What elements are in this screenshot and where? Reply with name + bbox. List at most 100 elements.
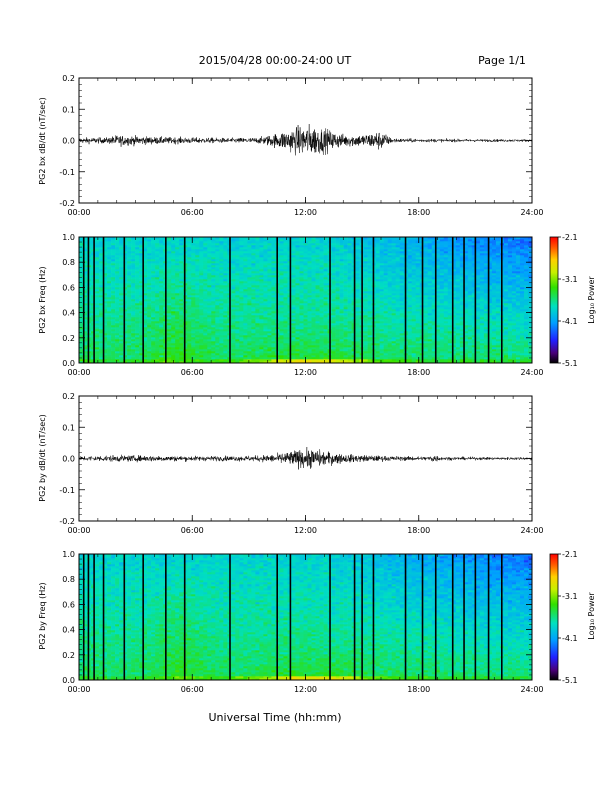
- ylabel-bx-spectrogram: PG2 bx Freq (Hz): [38, 266, 47, 333]
- spectrogram-cell: [251, 325, 255, 327]
- spectrogram-cell: [207, 297, 211, 299]
- spectrogram-cell: [348, 265, 352, 267]
- spectrogram-cell: [111, 329, 115, 331]
- spectrogram-cell: [243, 327, 247, 329]
- spectrogram-cell: [111, 275, 115, 277]
- spectrogram-cell: [195, 345, 199, 347]
- spectrogram-cell: [336, 353, 340, 355]
- spectrogram-cell: [135, 259, 139, 261]
- spectrogram-cell: [271, 343, 275, 345]
- spectrogram-cell: [151, 239, 155, 241]
- spectrogram-cell: [304, 307, 308, 309]
- spectrogram-cell: [215, 335, 219, 337]
- spectrogram-cell: [135, 349, 139, 351]
- spectrogram-cell: [267, 343, 271, 345]
- spectrogram-cell: [243, 249, 247, 251]
- spectrogram-cell: [251, 359, 255, 361]
- spectrogram-cell: [235, 307, 239, 309]
- spectrogram-cell: [107, 279, 111, 281]
- spectrogram-cell: [171, 303, 175, 305]
- spectrogram-cell: [251, 273, 255, 275]
- spectrogram-cell: [147, 327, 151, 329]
- spectrogram-cell: [283, 345, 287, 347]
- spectrogram-cell: [131, 241, 135, 243]
- spectrogram-cell: [332, 281, 336, 283]
- spectrogram-cell: [364, 241, 368, 243]
- spectrogram-cell: [255, 275, 259, 277]
- spectrogram-cell: [203, 325, 207, 327]
- spectrogram-cell: [219, 353, 223, 355]
- spectrogram-cell: [336, 289, 340, 291]
- spectrogram-cell: [171, 355, 175, 357]
- spectrogram-cell: [207, 277, 211, 279]
- spectrogram-cell: [344, 297, 348, 299]
- spectrogram-cell: [203, 333, 207, 335]
- spectrogram-cell: [340, 345, 344, 347]
- spectrogram-cell: [95, 335, 99, 337]
- spectrogram-cell: [320, 359, 324, 361]
- spectrogram-cell: [283, 277, 287, 279]
- spectrogram-cell: [175, 329, 179, 331]
- spectrogram-cell: [267, 351, 271, 353]
- spectrogram-cell: [155, 259, 159, 261]
- spectrogram-cell: [376, 243, 380, 245]
- spectrogram-cell: [384, 299, 388, 301]
- spectrogram-cell: [215, 345, 219, 347]
- spectrogram-cell: [348, 261, 352, 263]
- spectrogram-cell: [223, 349, 227, 351]
- spectrogram-cell: [159, 301, 163, 303]
- spectrogram-cell: [223, 277, 227, 279]
- spectrogram-cell: [131, 309, 135, 311]
- spectrogram-cell: [187, 301, 191, 303]
- spectrogram-cell: [79, 263, 83, 265]
- spectrogram-cell: [223, 297, 227, 299]
- spectrogram-cell: [348, 249, 352, 251]
- spectrogram-cell: [167, 355, 171, 357]
- spectrogram-cell: [135, 245, 139, 247]
- spectrogram-cell: [235, 349, 239, 351]
- spectrogram-cell: [211, 357, 215, 359]
- spectrogram-cell: [279, 339, 283, 341]
- spectrogram-cell: [203, 317, 207, 319]
- spectrogram-cell: [171, 265, 175, 267]
- spectrogram-cell: [235, 253, 239, 255]
- spectrogram-cell: [308, 339, 312, 341]
- spectrogram-cell: [223, 269, 227, 271]
- spectrogram-cell: [231, 247, 235, 249]
- spectrogram-cell: [247, 241, 251, 243]
- spectrogram-cell: [187, 305, 191, 307]
- spectrogram-cell: [299, 289, 303, 291]
- spectrogram-cell: [283, 335, 287, 337]
- spectrogram-cell: [368, 305, 372, 307]
- spectrogram-cell: [340, 293, 344, 295]
- spectrogram-cell: [348, 347, 352, 349]
- spectrogram-cell: [332, 253, 336, 255]
- spectrogram-cell: [167, 239, 171, 241]
- spectrogram-cell: [316, 313, 320, 315]
- spectrogram-cell: [283, 311, 287, 313]
- spectrogram-cell: [320, 257, 324, 259]
- spectrogram-cell: [155, 247, 159, 249]
- spectrogram-cell: [308, 315, 312, 317]
- spectrogram-cell: [127, 315, 131, 317]
- spectrogram-cell: [271, 309, 275, 311]
- spectrogram-cell: [195, 313, 199, 315]
- spectrogram-cell: [348, 289, 352, 291]
- spectrogram-cell: [320, 261, 324, 263]
- spectrogram-cell: [119, 289, 123, 291]
- spectrogram-cell: [259, 247, 263, 249]
- spectrogram-cell: [203, 327, 207, 329]
- spectrogram-cell: [223, 241, 227, 243]
- spectrogram-cell: [231, 273, 235, 275]
- spectrogram-cell: [215, 303, 219, 305]
- spectrogram-cell: [243, 255, 247, 257]
- spectrogram-cell: [283, 243, 287, 245]
- spectrogram-cell: [199, 349, 203, 351]
- spectrogram-cell: [348, 243, 352, 245]
- spectrogram-cell: [127, 325, 131, 327]
- spectrogram-cell: [235, 257, 239, 259]
- spectrogram-cell: [159, 269, 163, 271]
- spectrogram-cell: [356, 353, 360, 355]
- spectrogram-cell: [175, 245, 179, 247]
- spectrogram-cell: [376, 319, 380, 321]
